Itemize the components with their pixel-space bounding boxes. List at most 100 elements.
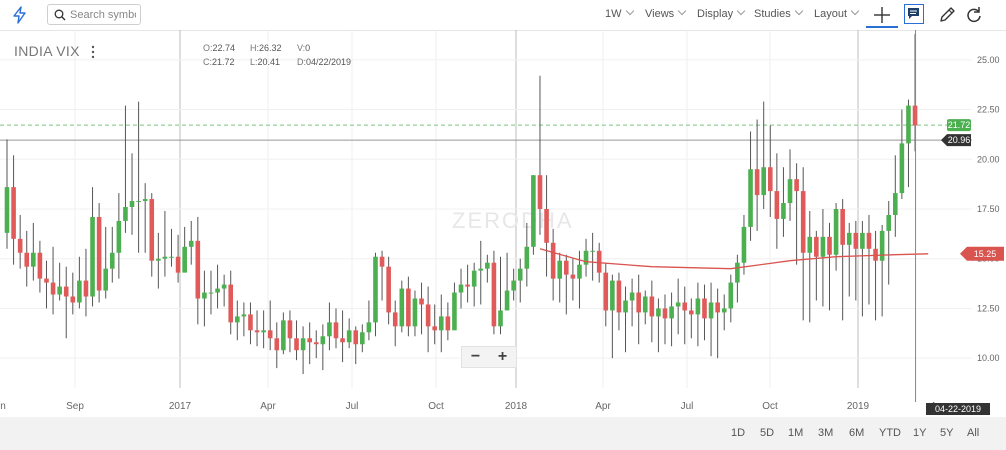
x-tick-label: Apr xyxy=(595,401,611,412)
candle-up xyxy=(485,262,490,269)
candle-up xyxy=(583,250,589,265)
candle-up xyxy=(906,105,911,144)
candle-down xyxy=(774,191,780,219)
candle-up xyxy=(360,332,365,345)
candlestick-chart[interactable]: ZERODHA 10.0012.5015.0017.5020.0022.5025… xyxy=(0,30,1006,416)
candle-up xyxy=(57,286,62,295)
candle-up xyxy=(893,193,898,215)
range-bar: 1D 5D 1M 3M 6M YTD 1Y 5Y All xyxy=(0,417,1006,450)
candle-down xyxy=(294,338,299,351)
range-all[interactable]: All xyxy=(967,427,980,439)
candle-down xyxy=(37,252,43,279)
pencil-icon[interactable] xyxy=(935,3,959,27)
candle-down xyxy=(419,298,424,305)
range-1y[interactable]: 1Y xyxy=(913,427,927,439)
candle-up xyxy=(531,175,536,247)
candle-down xyxy=(853,232,859,249)
candle-up xyxy=(629,292,635,301)
candle-up xyxy=(412,298,418,327)
chart-area[interactable]: ZERODHA 10.0012.5015.0017.5020.0022.5025… xyxy=(0,30,1006,416)
zoom-out-button[interactable]: − xyxy=(470,348,481,365)
y-tick-label: 20.00 xyxy=(977,154,1000,164)
candle-down xyxy=(11,187,16,239)
search-box[interactable] xyxy=(47,4,141,25)
comment-icon xyxy=(908,8,919,19)
candle-up xyxy=(366,322,372,333)
candle-down xyxy=(603,272,609,311)
x-tick-label: Oct xyxy=(762,401,778,412)
candle-up xyxy=(241,314,247,317)
kebab-menu-icon[interactable] xyxy=(90,45,96,59)
candle-down xyxy=(353,330,359,345)
candle-down xyxy=(406,288,411,327)
range-5d[interactable]: 5D xyxy=(760,427,775,439)
range-1m[interactable]: 1M xyxy=(788,427,804,439)
y-tick-label: 25.00 xyxy=(977,55,1000,65)
candle-up xyxy=(669,306,674,319)
studies-menu[interactable]: Studies xyxy=(754,6,803,20)
candle-down xyxy=(70,296,76,303)
x-tick-label: Apr xyxy=(260,401,276,412)
interval-menu[interactable]: 1W xyxy=(605,6,634,20)
candle-down xyxy=(550,242,556,279)
search-input[interactable] xyxy=(70,6,136,23)
y-tick-label: 10.00 xyxy=(977,353,1000,363)
range-1d[interactable]: 1D xyxy=(731,427,746,439)
candle-down xyxy=(63,286,69,297)
comment-tool[interactable] xyxy=(904,4,924,24)
range-5y[interactable]: 5Y xyxy=(940,427,954,439)
candle-down xyxy=(379,256,385,267)
refresh-icon[interactable] xyxy=(962,3,986,27)
ohlc-low: L:20.41 xyxy=(250,57,281,67)
crosshair-price-badge xyxy=(941,134,971,147)
views-menu[interactable]: Views xyxy=(645,6,687,20)
y-tick-label: 17.50 xyxy=(977,204,1000,214)
candle-up xyxy=(721,308,727,313)
candle-up xyxy=(708,302,714,319)
views-label: Views xyxy=(645,8,675,20)
candle-up xyxy=(675,302,681,307)
lightning-icon[interactable] xyxy=(10,5,30,25)
candle-down xyxy=(866,232,872,249)
moving-average xyxy=(539,248,929,270)
candle-down xyxy=(287,320,293,339)
range-3m[interactable]: 3M xyxy=(818,427,834,439)
candle-up xyxy=(320,336,326,345)
candle-up xyxy=(116,220,122,253)
crosshair-icon[interactable] xyxy=(870,3,894,27)
candle-up xyxy=(90,216,95,297)
candle-down xyxy=(596,250,602,273)
x-tick-label: Oct xyxy=(428,401,444,412)
crosshair-price-label: 20.96 xyxy=(948,135,971,145)
symbol-name[interactable]: INDIA VIX xyxy=(14,43,80,59)
candle-up xyxy=(886,214,892,231)
candle-down xyxy=(537,175,543,209)
ohlc-close: C:21.72 xyxy=(203,57,235,67)
x-tick-label: n xyxy=(0,401,6,412)
price-labels: 21.72 20.96 15.25 04-22-2019 xyxy=(926,119,1004,415)
range-ytd[interactable]: YTD xyxy=(879,427,901,439)
x-axis: nSep2017AprJulOct2018AprJulOct2019Apr xyxy=(0,401,946,412)
candle-up xyxy=(498,310,503,327)
candle-up xyxy=(373,256,378,323)
layout-menu[interactable]: Layout xyxy=(814,6,860,20)
candle-down xyxy=(570,274,576,279)
zoom-in-button[interactable]: + xyxy=(497,348,508,365)
candle-up xyxy=(590,250,595,252)
reference-lines xyxy=(0,124,972,141)
range-6m[interactable]: 6M xyxy=(849,427,865,439)
candle-down xyxy=(432,326,437,331)
crosshair-date-badge xyxy=(926,403,990,415)
candle-down xyxy=(794,179,799,192)
candle-up xyxy=(4,187,10,233)
chevron-down-icon xyxy=(677,6,687,16)
candle-up xyxy=(879,230,885,261)
candle-up xyxy=(517,268,523,281)
display-menu[interactable]: Display xyxy=(697,6,746,20)
candle-down xyxy=(649,296,655,317)
candle-down xyxy=(340,338,345,343)
zoom-controls: − + xyxy=(461,346,517,368)
top-toolbar: 1W Views Display Studies Layout xyxy=(0,0,1006,31)
candle-down xyxy=(254,330,260,333)
candle-up xyxy=(281,320,286,351)
